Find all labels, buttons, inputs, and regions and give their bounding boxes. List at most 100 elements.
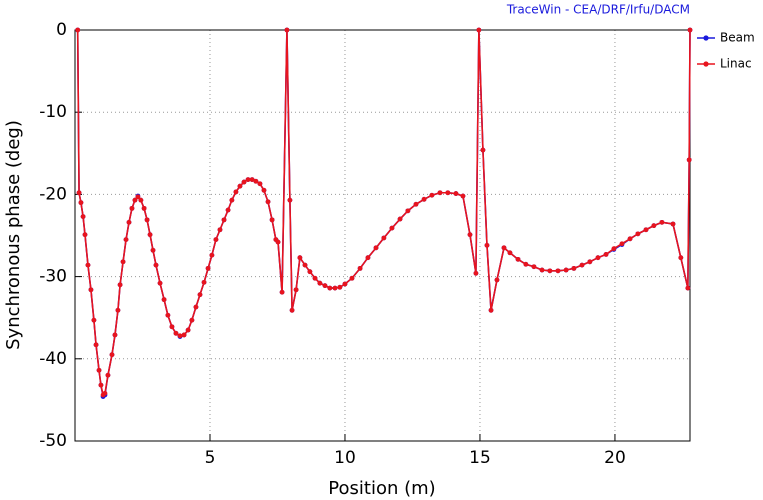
data-point — [91, 317, 97, 323]
data-point — [88, 287, 94, 293]
data-point — [312, 275, 318, 281]
data-point — [349, 275, 355, 281]
data-point — [75, 27, 81, 33]
x-tick-label: 15 — [469, 448, 491, 468]
data-point — [144, 217, 150, 223]
data-point — [141, 205, 147, 211]
data-point — [429, 192, 435, 198]
data-point — [181, 332, 187, 338]
data-point — [78, 200, 84, 206]
data-point — [233, 189, 239, 195]
y-tick-label: -10 — [39, 102, 67, 122]
chart-subtitle: TraceWin - CEA/DRF/Irfu/DACM — [506, 3, 690, 17]
data-point — [507, 250, 513, 256]
data-point — [237, 183, 243, 189]
data-point — [132, 197, 138, 203]
data-point — [161, 297, 167, 303]
legend-marker — [703, 35, 709, 41]
data-point — [112, 332, 118, 338]
data-point — [494, 277, 500, 283]
data-point — [413, 201, 419, 207]
data-point — [289, 307, 295, 313]
data-point — [365, 255, 371, 261]
x-axis-label: Position (m) — [328, 478, 435, 499]
data-point — [445, 190, 451, 196]
data-point — [437, 190, 443, 196]
data-point — [221, 217, 227, 223]
data-point — [322, 283, 328, 289]
x-tick-label: 10 — [334, 448, 356, 468]
data-point — [241, 179, 247, 185]
series-line — [76, 29, 691, 399]
data-point — [579, 262, 585, 268]
data-point — [98, 382, 104, 388]
data-point — [120, 259, 126, 265]
data-point — [421, 196, 427, 202]
data-point — [659, 219, 665, 225]
data-point — [279, 289, 285, 295]
data-point — [217, 227, 223, 233]
y-tick-label: -40 — [39, 349, 67, 369]
data-point — [123, 237, 129, 243]
data-point — [635, 231, 641, 237]
data-point — [678, 255, 684, 261]
data-point — [197, 292, 203, 298]
y-tick-label: -50 — [39, 431, 67, 451]
data-point — [307, 269, 313, 275]
data-point — [687, 27, 693, 33]
series-line — [76, 29, 691, 397]
data-point — [193, 304, 199, 310]
data-point — [201, 279, 207, 285]
data-point — [342, 281, 348, 287]
x-tick-label: 5 — [205, 448, 216, 468]
data-point — [571, 265, 577, 271]
data-point — [381, 235, 387, 241]
data-point — [467, 232, 473, 238]
data-point — [261, 187, 267, 193]
data-point — [686, 157, 692, 163]
data-point — [229, 197, 235, 203]
data-point — [265, 199, 271, 205]
data-point — [213, 237, 219, 243]
data-point — [135, 194, 141, 200]
y-tick-label: -20 — [39, 184, 67, 204]
data-point — [302, 262, 308, 268]
data-point — [484, 242, 490, 248]
data-point — [80, 214, 86, 219]
data-point — [473, 270, 479, 276]
data-point — [93, 342, 99, 348]
data-point — [627, 236, 633, 242]
data-point — [147, 232, 153, 238]
data-point — [189, 317, 195, 323]
data-point — [293, 287, 299, 293]
data-point — [357, 265, 363, 271]
data-point — [611, 246, 617, 252]
legend-marker — [703, 61, 709, 67]
data-point — [619, 241, 625, 247]
data-point — [405, 208, 411, 214]
data-point — [317, 280, 323, 286]
data-point — [102, 390, 108, 396]
legend-label: Beam — [720, 31, 755, 45]
data-point — [150, 247, 156, 253]
legend-label: Linac — [720, 57, 752, 71]
data-point — [460, 193, 466, 199]
data-point — [185, 327, 191, 333]
data-point — [501, 245, 507, 251]
data-point — [397, 216, 403, 222]
data-point — [82, 232, 88, 238]
data-point — [109, 352, 115, 358]
data-point — [539, 267, 545, 273]
data-point — [138, 197, 144, 203]
data-point — [327, 285, 333, 291]
data-point — [96, 367, 102, 373]
data-point — [670, 221, 676, 227]
data-point — [643, 227, 649, 233]
data-point — [555, 268, 561, 274]
y-axis-label: Synchronous phase (deg) — [3, 120, 24, 350]
data-point — [373, 245, 379, 251]
data-point — [531, 264, 537, 270]
data-point — [269, 217, 275, 223]
data-point — [169, 324, 175, 330]
data-point — [205, 265, 211, 271]
